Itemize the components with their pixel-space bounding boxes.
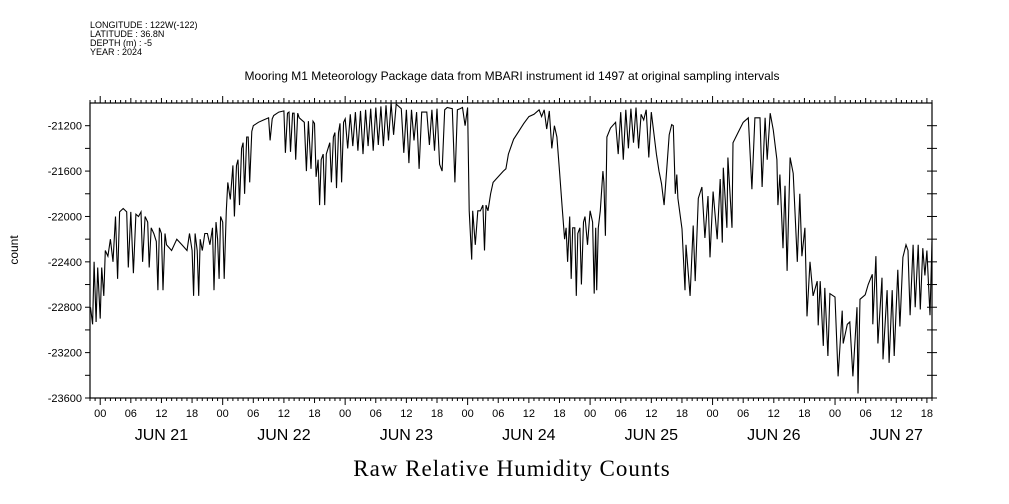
x-hour-label: 06 <box>860 408 872 420</box>
series-line <box>89 102 933 394</box>
x-hour-label: 12 <box>155 408 167 420</box>
x-hour-label: 18 <box>186 408 198 420</box>
year-label: YEAR : 2024 <box>90 47 143 57</box>
x-hour-label: 18 <box>308 408 320 420</box>
x-hour-label: 12 <box>645 408 657 420</box>
chart-title: Mooring M1 Meteorology Package data from… <box>245 69 780 83</box>
y-tick-label: -23200 <box>48 348 82 360</box>
x-hour-label: 18 <box>431 408 443 420</box>
x-hour-label: 12 <box>768 408 780 420</box>
y-tick-label: -21200 <box>48 121 82 133</box>
x-hour-label: 00 <box>94 408 106 420</box>
y-tick-label: -21600 <box>48 166 82 178</box>
metadata-block: LONGITUDE : 122W(-122) LATITUDE : 36.8N … <box>90 21 198 57</box>
latitude-label: LATITUDE : 36.8N <box>90 29 165 39</box>
x-hour-label: 18 <box>553 408 565 420</box>
x-day-label: JUN 26 <box>747 427 800 444</box>
x-day-label: JUN 24 <box>502 427 555 444</box>
x-hour-label: 00 <box>829 408 841 420</box>
x-day-label: JUN 21 <box>135 427 188 444</box>
y-axis-label: count <box>7 235 21 265</box>
x-hour-label: 18 <box>921 408 933 420</box>
x-hour-label: 12 <box>400 408 412 420</box>
x-hour-label: 06 <box>492 408 504 420</box>
y-tick-label: -22000 <box>48 211 82 223</box>
x-hour-label: 06 <box>737 408 749 420</box>
y-tick-label: -22400 <box>48 257 82 269</box>
x-hour-label: 06 <box>370 408 382 420</box>
x-day-label: JUN 25 <box>625 427 678 444</box>
x-hour-label: 00 <box>461 408 473 420</box>
x-hour-label: 12 <box>523 408 535 420</box>
x-hour-label: 00 <box>706 408 718 420</box>
x-hour-label: 00 <box>584 408 596 420</box>
x-axis-title: Raw Relative Humidity Counts <box>353 456 670 481</box>
x-day-label: JUN 23 <box>380 427 433 444</box>
y-tick-label: -23600 <box>48 393 82 405</box>
x-hour-label: 06 <box>615 408 627 420</box>
x-hour-label: 12 <box>890 408 902 420</box>
x-hour-label: 06 <box>125 408 137 420</box>
x-day-label: JUN 22 <box>257 427 310 444</box>
x-hour-label: 00 <box>339 408 351 420</box>
x-hour-label: 00 <box>217 408 229 420</box>
x-hour-label: 12 <box>278 408 290 420</box>
x-day-label: JUN 27 <box>870 427 923 444</box>
x-hour-label: 06 <box>247 408 259 420</box>
x-hour-label: 18 <box>676 408 688 420</box>
y-tick-label: -22800 <box>48 302 82 314</box>
x-hour-label: 18 <box>798 408 810 420</box>
longitude-label: LONGITUDE : 122W(-122) <box>90 20 198 30</box>
depth-label: DEPTH (m) : -5 <box>90 38 152 48</box>
